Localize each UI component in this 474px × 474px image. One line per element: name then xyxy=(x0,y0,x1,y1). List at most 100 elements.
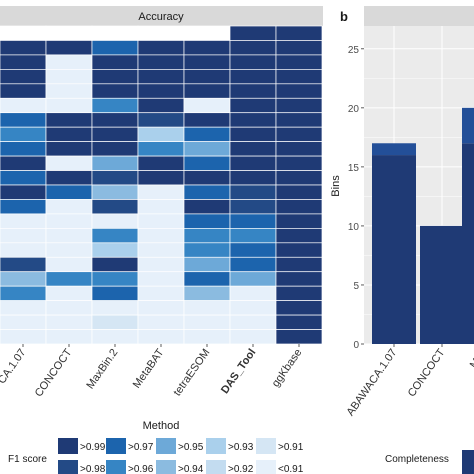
heatmap-cell xyxy=(183,126,231,142)
bar-segment xyxy=(462,107,474,144)
heatmap-cell xyxy=(91,141,139,157)
heatmap-cell xyxy=(183,256,231,273)
heatmap-cell xyxy=(183,69,231,85)
heatmap-cell xyxy=(45,184,93,200)
heatmap-cell xyxy=(275,300,323,316)
heatmap-cell xyxy=(229,25,277,41)
heatmap-cell xyxy=(229,228,277,244)
heatmap-cell xyxy=(91,329,139,345)
heatmap-cell xyxy=(91,40,139,56)
legend-label: >0.93 xyxy=(228,442,254,453)
heatmap-cell xyxy=(229,97,277,114)
legend-label: <0.91 xyxy=(278,464,304,474)
heatmap-cell xyxy=(183,300,231,316)
heatmap-cell xyxy=(0,40,47,56)
bar-x-tick-label: ABAWACA.1.07 xyxy=(345,347,400,418)
heatmap-cell xyxy=(183,285,231,301)
heatmap-cell xyxy=(183,199,231,215)
heatmap-cell xyxy=(91,155,139,171)
heatmap-cell xyxy=(275,97,323,114)
legend-swatch xyxy=(256,438,276,454)
bar-segment xyxy=(420,225,464,344)
bar-strip xyxy=(364,6,474,26)
heatmap-strip-title: Accuracy xyxy=(138,11,184,23)
heatmap-cell xyxy=(229,170,277,186)
bar-y-ticks: 0 5 10 15 20 25 xyxy=(348,45,364,351)
heatmap-cell xyxy=(45,199,93,215)
heatmap-cell xyxy=(275,242,323,258)
heatmap-cell xyxy=(183,170,231,186)
heatmap-cell xyxy=(91,256,139,273)
bar-y-tick-label: 5 xyxy=(353,281,359,292)
heatmap-cell xyxy=(137,112,185,128)
heatmap-cell xyxy=(275,184,323,200)
legend-label: >0.92 xyxy=(228,464,254,474)
heatmap-x-ticks: CA.1.07 CONCOCT MaxBin.2 MetaBAT tetraESOM DA… xyxy=(0,344,304,399)
completeness-legend-title: Completeness xyxy=(385,454,449,465)
heatmap-cell xyxy=(275,314,323,330)
bar-marks xyxy=(372,107,474,344)
heatmap-x-axis-title: Method xyxy=(143,420,180,432)
heatmap-cell xyxy=(183,242,231,258)
heatmap-x-tick-label: MetaBAT xyxy=(131,347,167,391)
heatmap-cell xyxy=(229,126,277,142)
bar-x-ticks: ABAWACA.1.07 CONCOCT Max xyxy=(345,344,474,418)
bar-x-tick-label: CONCOCT xyxy=(406,347,448,400)
heatmap-cell xyxy=(229,271,277,287)
heatmap-cell xyxy=(45,155,93,171)
heatmap-x-tick-label: CA.1.07 xyxy=(0,347,28,386)
heatmap-cell xyxy=(45,271,93,287)
heatmap-cell xyxy=(183,329,231,345)
heatmap-cell xyxy=(137,300,185,316)
heatmap-cell xyxy=(0,83,47,99)
heatmap-cell xyxy=(45,228,93,244)
heatmap-cell xyxy=(91,54,139,70)
heatmap-panel: Accuracy CA.1.07 CONCOCT MaxBin.2 MetaBAT te… xyxy=(0,6,323,432)
heatmap-cell xyxy=(183,141,231,157)
heatmap-cell xyxy=(45,126,93,142)
heatmap-cell xyxy=(137,40,185,56)
heatmap-cell xyxy=(275,40,323,56)
heatmap-x-tick-label: CONCOCT xyxy=(33,347,75,400)
heatmap-cell xyxy=(0,126,47,142)
heatmap-cell xyxy=(229,199,277,215)
heatmap-cell xyxy=(137,184,185,200)
heatmap-cell xyxy=(45,170,93,186)
heatmap-cell xyxy=(0,141,47,157)
heatmap-cell xyxy=(91,97,139,114)
heatmap-cell xyxy=(91,314,139,330)
heatmap-cell xyxy=(137,155,185,171)
heatmap-cell xyxy=(229,112,277,128)
legend-swatch xyxy=(256,460,276,474)
heatmap-cell xyxy=(229,40,277,56)
heatmap-cell xyxy=(137,126,185,142)
heatmap-cell xyxy=(229,256,277,273)
bar-y-axis-title: Bins xyxy=(330,175,342,197)
heatmap-cell xyxy=(229,314,277,330)
heatmap-cell xyxy=(91,112,139,128)
heatmap-cell xyxy=(229,329,277,345)
legend-label: >0.98 xyxy=(80,464,106,474)
heatmap-cell xyxy=(0,256,47,273)
heatmap-cell xyxy=(137,69,185,85)
heatmap-cell xyxy=(0,184,47,200)
heatmap-cell xyxy=(45,54,93,70)
legend-swatch xyxy=(58,460,78,474)
heatmap-cell xyxy=(229,83,277,99)
bar-y-tick-label: 15 xyxy=(348,163,360,174)
heatmap-cell xyxy=(45,141,93,157)
heatmap-cell xyxy=(91,170,139,186)
heatmap-cell xyxy=(275,329,323,345)
bar-segment xyxy=(372,155,416,344)
bar-segment xyxy=(462,143,474,344)
heatmap-cell xyxy=(275,126,323,142)
heatmap-cell xyxy=(45,112,93,128)
heatmap-cell xyxy=(137,199,185,215)
heatmap-cell xyxy=(137,228,185,244)
legend-swatch xyxy=(58,438,78,454)
heatmap-cell xyxy=(0,285,47,301)
heatmap-cell xyxy=(45,97,93,114)
bar-y-tick-label: 25 xyxy=(348,45,360,56)
heatmap-cell xyxy=(0,97,47,114)
heatmap-cell xyxy=(137,285,185,301)
